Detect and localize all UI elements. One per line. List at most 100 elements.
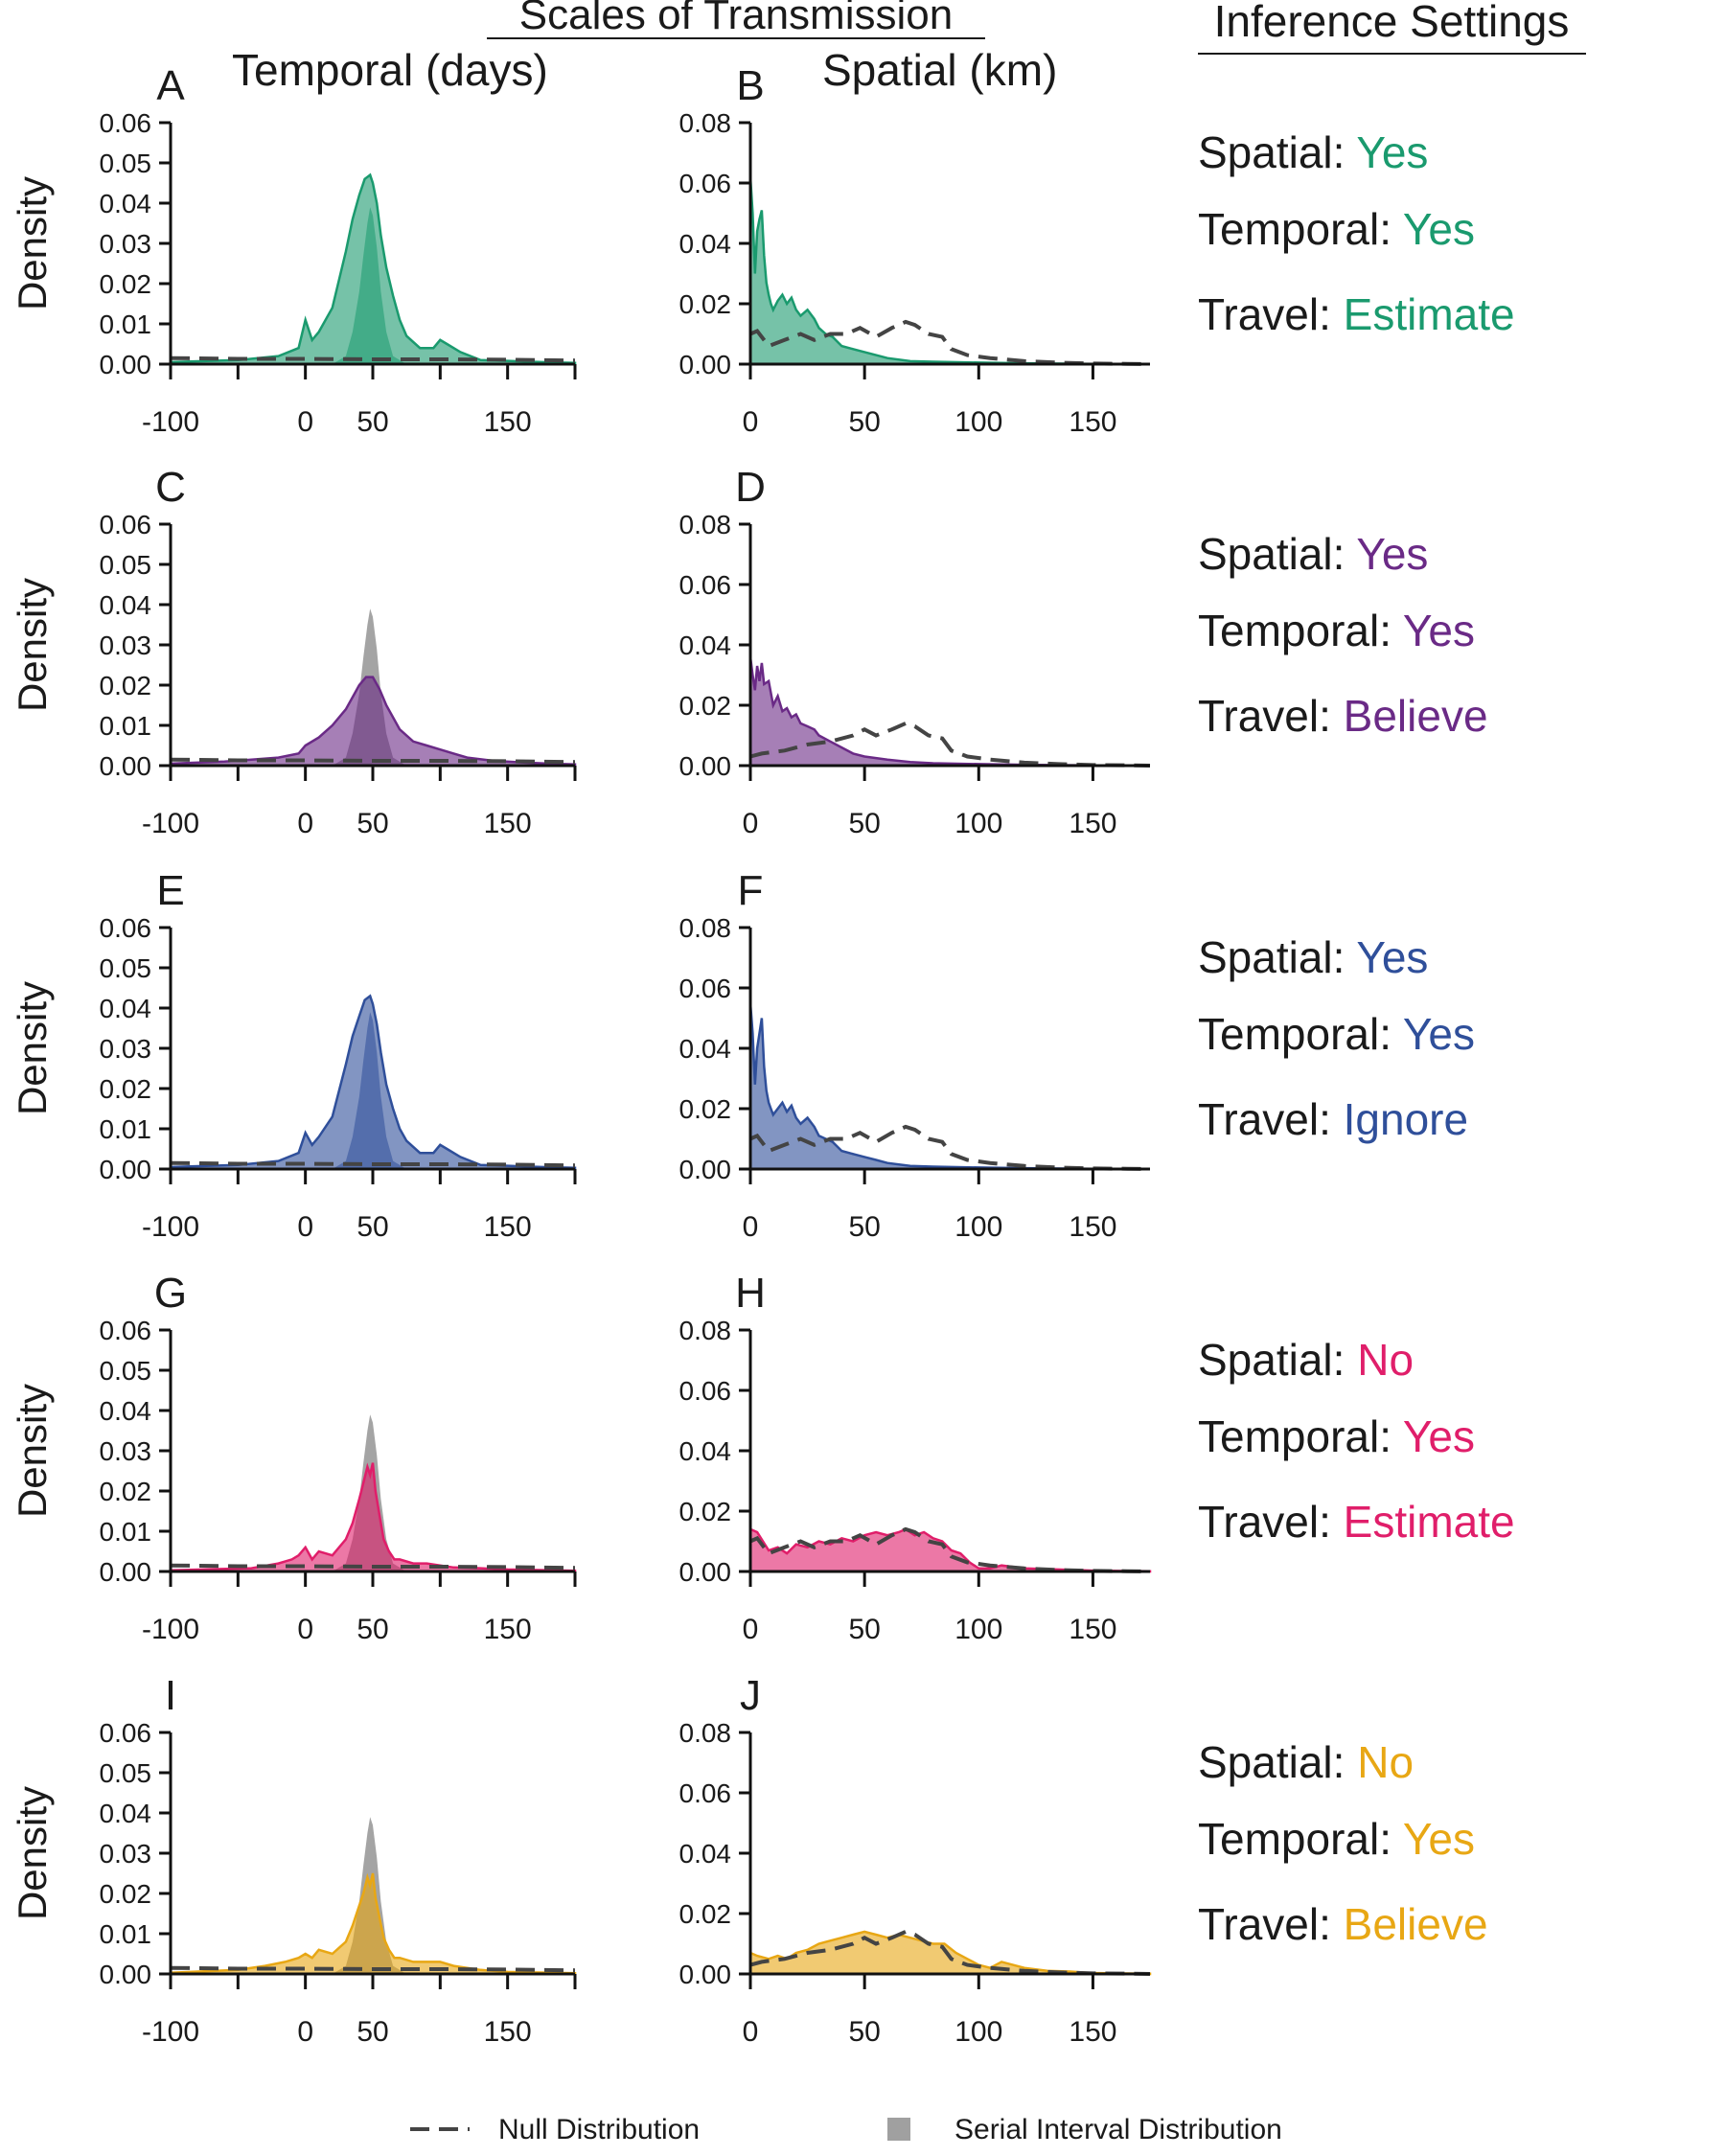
temporal-panel-E: E 0.00 0.01 0.02 0.03 0.04 0.05 0.06 -100 0 50 150 D… [10,867,577,1243]
travel-setting-key: Travel: [1198,289,1344,339]
travel-setting: Travel: Believe [1198,691,1488,741]
temporal-y-tick-label: 0.05 [100,550,152,580]
temporal-x-tick-label: 50 [356,2016,388,2048]
spatial-heading: Spatial (km) [822,45,1057,95]
travel-setting: Travel: Ignore [1198,1094,1468,1144]
travel-setting-value: Believe [1344,1899,1488,1949]
temporal-y-tick-label: 0.02 [100,269,152,299]
temporal-x-tick-label: 0 [297,808,313,839]
spatial-y-tick-label: 0.00 [679,1155,732,1184]
temporal-y-tick-label: 0.05 [100,953,152,983]
spatial-x-tick-label: 150 [1069,1614,1116,1645]
spatial-setting-value: Yes [1356,932,1428,982]
spatial-setting-key: Spatial: [1198,127,1356,177]
temporal-x-tick-label: 150 [484,1211,532,1243]
temporal-x-tick-label: 50 [356,808,388,839]
temporal-y-tick-label: 0.02 [100,1477,152,1506]
null-line [170,1160,576,1168]
spatial-y-tick-label: 0.00 [679,751,732,781]
spatial-panel-H: H 0.00 0.02 0.04 0.06 0.08 0 50 100 150 [679,1270,1152,1645]
temporal-panel-G: G 0.00 0.01 0.02 0.03 0.04 0.05 0.06 -100 0 50 150 D… [10,1270,577,1645]
spatial-x-tick-label: 50 [848,808,880,839]
legend-null-label: Null Distribution [498,2114,700,2145]
temporal-x-tick-label: 150 [484,406,532,438]
spatial-x-tick-label: 150 [1069,2016,1116,2048]
temporal-y-tick-label: 0.04 [100,1396,152,1426]
spatial-y-tick-label: 0.06 [679,169,732,198]
temporal-x-tick-label: 150 [484,1614,532,1645]
spatial-x-tick-label: 50 [848,1211,880,1243]
spatial-x-tick-label: 0 [743,808,759,839]
posterior-area [748,656,1151,768]
spatial-setting: Spatial: No [1198,1737,1414,1787]
temporal-y-tick-label: 0.03 [100,229,152,259]
y-axis-label: Density [10,176,55,310]
temporal-setting: Temporal: Yes [1198,1411,1475,1461]
spatial-x-tick-label: 0 [743,406,759,438]
temporal-setting-value: Yes [1403,1411,1475,1461]
temporal-x-tick-label: 0 [297,1614,313,1645]
legend: Null Distribution Serial Interval Distri… [410,2114,1282,2145]
posterior-area [748,176,1151,366]
travel-setting: Travel: Believe [1198,1899,1488,1949]
temporal-y-tick-label: 0.02 [100,1879,152,1909]
spatial-panel-J: J 0.00 0.02 0.04 0.06 0.08 0 50 100 150 [679,1672,1152,2048]
spatial-y-tick-label: 0.04 [679,229,732,259]
temporal-y-tick-label: 0.00 [100,1960,152,1989]
spatial-y-tick-label: 0.08 [679,510,732,539]
panel-row-1: A 0.00 0.01 0.02 0.03 0.04 0.05 0.06 -100 0 50 150 D… [10,62,1515,438]
temporal-panel-A: A 0.00 0.01 0.02 0.03 0.04 0.05 0.06 -100 0 50 150 D… [10,62,577,438]
spatial-setting: Spatial: No [1198,1335,1414,1385]
temporal-x-tick-label: 0 [297,2016,313,2048]
temporal-y-tick-label: 0.05 [100,1758,152,1788]
null-line [170,757,576,765]
temporal-y-tick-label: 0.04 [100,1799,152,1828]
temporal-setting-key: Temporal: [1198,204,1403,254]
spatial-setting-key: Spatial: [1198,1737,1357,1787]
panel-letter: H [735,1270,766,1317]
posterior-area [748,1002,1151,1171]
temporal-y-tick-label: 0.05 [100,149,152,178]
main-title: Scales of Transmission [519,0,953,38]
travel-setting: Travel: Estimate [1198,289,1515,339]
temporal-y-tick-label: 0.03 [100,1436,152,1466]
spatial-x-tick-label: 50 [848,1614,880,1645]
temporal-setting: Temporal: Yes [1198,1009,1475,1059]
panel-row-5: I 0.00 0.01 0.02 0.03 0.04 0.05 0.06 -100 0 50 150 D… [10,1672,1488,2048]
temporal-y-tick-label: 0.03 [100,631,152,660]
panel-row-3: E 0.00 0.01 0.02 0.03 0.04 0.05 0.06 -100 0 50 150 D… [10,867,1475,1243]
temporal-x-tick-label: -100 [142,406,199,438]
spatial-y-tick-label: 0.00 [679,1557,732,1587]
spatial-setting-value: No [1357,1737,1414,1787]
spatial-x-tick-label: 100 [954,808,1002,839]
settings-block-4: Spatial: No Temporal: Yes Travel: Estimate [1198,1335,1515,1547]
temporal-x-tick-label: 150 [484,808,532,839]
panel-letter: C [155,464,186,511]
spatial-setting-key: Spatial: [1198,932,1356,982]
temporal-setting: Temporal: Yes [1198,606,1475,655]
temporal-x-tick-label: -100 [142,2016,199,2048]
travel-setting-key: Travel: [1198,691,1344,741]
temporal-x-tick-label: 0 [297,406,313,438]
travel-setting-key: Travel: [1198,1497,1344,1547]
posterior-area [169,676,577,768]
temporal-y-tick-label: 0.01 [100,1517,152,1547]
spatial-x-tick-label: 100 [954,1614,1002,1645]
settings-block-5: Spatial: No Temporal: Yes Travel: Believe [1198,1737,1488,1949]
spatial-y-tick-label: 0.00 [679,350,732,379]
temporal-setting: Temporal: Yes [1198,1814,1475,1864]
temporal-y-tick-label: 0.04 [100,189,152,218]
travel-setting-key: Travel: [1198,1899,1344,1949]
y-axis-label: Density [10,1786,55,1920]
temporal-x-tick-label: -100 [142,1211,199,1243]
panel-letter: G [154,1270,187,1317]
temporal-setting-key: Temporal: [1198,1009,1403,1059]
spatial-y-tick-label: 0.02 [679,1497,732,1526]
y-axis-label: Density [10,578,55,712]
spatial-y-tick-label: 0.08 [679,913,732,943]
spatial-setting: Spatial: Yes [1198,127,1428,177]
null-line [749,319,1151,366]
spatial-y-tick-label: 0.08 [679,108,732,138]
